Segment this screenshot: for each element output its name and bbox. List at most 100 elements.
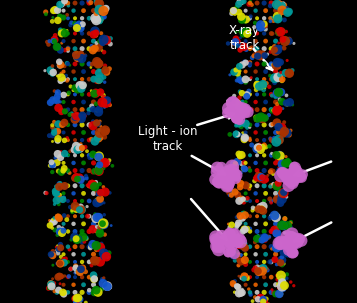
Point — [261, 46, 267, 51]
Point — [96, 2, 102, 6]
Point — [72, 138, 78, 142]
Point — [275, 102, 280, 106]
Point — [254, 146, 260, 151]
Point — [288, 244, 293, 248]
Point — [50, 139, 55, 144]
Point — [276, 90, 281, 95]
Point — [245, 182, 251, 187]
Point — [292, 238, 297, 243]
Point — [50, 70, 56, 75]
Point — [293, 170, 299, 175]
Point — [250, 299, 256, 303]
Point — [227, 168, 233, 173]
Point — [278, 276, 284, 281]
Point — [238, 106, 244, 111]
Point — [90, 227, 96, 231]
Point — [287, 71, 293, 76]
Point — [218, 168, 224, 173]
Point — [79, 290, 85, 295]
Point — [79, 229, 85, 234]
Point — [78, 267, 84, 271]
Point — [88, 244, 94, 249]
Point — [75, 55, 81, 60]
Point — [81, 282, 86, 287]
Point — [225, 238, 230, 242]
Point — [254, 77, 260, 82]
Point — [64, 61, 70, 66]
Point — [247, 31, 253, 36]
Point — [61, 161, 66, 165]
Point — [89, 263, 94, 268]
Point — [230, 161, 236, 166]
Point — [52, 289, 57, 294]
Point — [238, 170, 244, 175]
Point — [262, 53, 267, 58]
Point — [247, 92, 253, 97]
Point — [286, 133, 292, 138]
Point — [94, 59, 100, 64]
Point — [274, 231, 280, 235]
Point — [261, 168, 267, 173]
Point — [94, 121, 100, 125]
Point — [56, 247, 62, 251]
Point — [240, 151, 245, 156]
Point — [72, 115, 78, 120]
Point — [82, 145, 88, 150]
Point — [236, 2, 242, 7]
Point — [59, 153, 65, 158]
Point — [56, 139, 62, 144]
Point — [278, 241, 284, 246]
Point — [73, 175, 79, 179]
Point — [254, 275, 260, 280]
Point — [76, 267, 81, 272]
Point — [254, 198, 260, 203]
Point — [226, 221, 231, 226]
Point — [60, 197, 66, 202]
Point — [253, 118, 258, 123]
Point — [61, 120, 67, 125]
Point — [258, 145, 263, 150]
Point — [280, 37, 286, 42]
Point — [93, 31, 99, 35]
Point — [96, 45, 101, 50]
Point — [244, 94, 250, 99]
Point — [292, 240, 297, 245]
Point — [97, 200, 102, 205]
Point — [258, 145, 263, 150]
Point — [238, 29, 243, 34]
Point — [274, 225, 280, 230]
Point — [243, 161, 248, 165]
Point — [74, 237, 80, 242]
Point — [287, 178, 293, 183]
Point — [264, 178, 270, 182]
Point — [239, 91, 245, 95]
Point — [261, 31, 267, 36]
Point — [273, 94, 279, 99]
Point — [219, 234, 225, 239]
Point — [284, 234, 290, 239]
Point — [55, 122, 61, 126]
Point — [94, 18, 99, 23]
Point — [281, 36, 287, 41]
Point — [261, 115, 266, 120]
Point — [242, 59, 247, 64]
Point — [268, 62, 274, 66]
Point — [59, 231, 65, 235]
Point — [234, 114, 240, 119]
Point — [86, 122, 92, 127]
Point — [96, 155, 101, 159]
Point — [236, 221, 241, 225]
Point — [236, 285, 242, 290]
Point — [89, 88, 94, 93]
Point — [54, 192, 60, 197]
Point — [76, 115, 81, 120]
Point — [72, 85, 78, 90]
Point — [51, 96, 57, 101]
Point — [62, 0, 67, 3]
Point — [239, 290, 245, 295]
Point — [71, 51, 77, 56]
Point — [276, 282, 281, 287]
Point — [102, 253, 107, 258]
Point — [257, 206, 262, 211]
Point — [96, 136, 101, 141]
